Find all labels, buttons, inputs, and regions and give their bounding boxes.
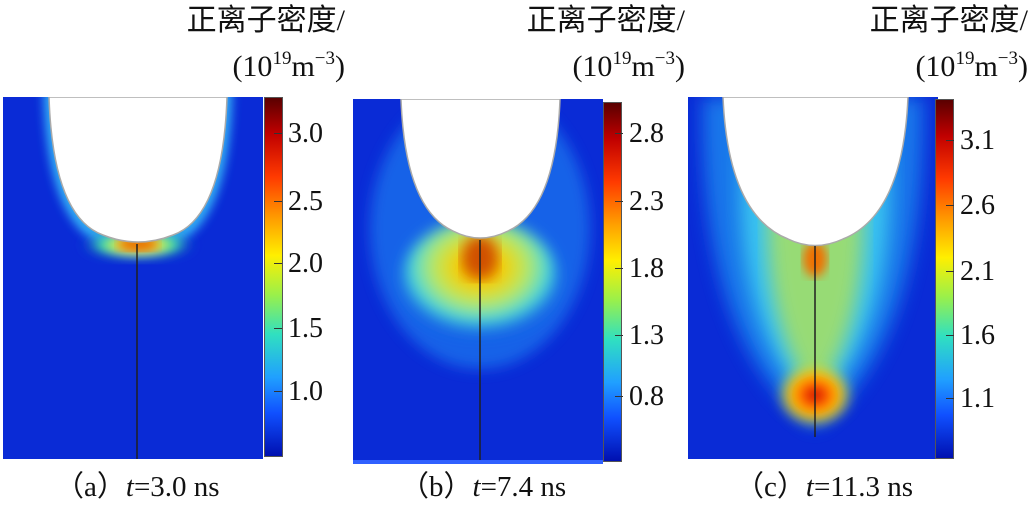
- tick-label: 2.0: [274, 248, 323, 279]
- tick-label: 1.1: [946, 383, 995, 414]
- tick-label: 3.1: [946, 125, 995, 156]
- panel-a: 正离子密度/ (1019m−3) 3.0 2.5 2.0 1.5 1.0 （a）…: [0, 0, 345, 505]
- colorbar-title-a: 正离子密度/ (1019m−3): [186, 4, 345, 83]
- tick-label: 1.0: [274, 376, 323, 407]
- panel-b: 正离子密度/ (1019m−3) 2.8 2.3 1.8 1.3 0.8 （b）…: [345, 0, 685, 505]
- colorbar-c: [935, 99, 954, 459]
- caption-b: （b）t=7.4 ns: [400, 471, 567, 503]
- tick-label: 1.5: [274, 313, 323, 344]
- tick-label: 3.0: [274, 118, 323, 149]
- tick-label: 1.6: [946, 320, 995, 351]
- caption-c: （c）t=11.3 ns: [735, 471, 914, 503]
- colorbar-b: [603, 102, 622, 462]
- tick-label: 1.3: [615, 320, 664, 351]
- caption-a: （a）t=3.0 ns: [55, 471, 220, 503]
- tick-label: 2.1: [946, 256, 995, 287]
- density-plot-c: [688, 97, 938, 459]
- tick-label: 2.6: [946, 190, 995, 221]
- tick-label: 2.5: [274, 186, 323, 217]
- colorbar-title-c: 正离子密度/ (1019m−3): [869, 4, 1028, 83]
- tick-label: 2.8: [615, 118, 664, 149]
- density-plot-b: [353, 99, 603, 464]
- tick-label: 1.8: [615, 253, 664, 284]
- tick-label: 2.3: [615, 186, 664, 217]
- tick-label: 0.8: [615, 381, 664, 412]
- colorbar-title-b: 正离子密度/ (1019m−3): [526, 4, 685, 83]
- colorbar-a: [264, 97, 283, 457]
- density-plot-a: [3, 97, 263, 459]
- panel-c: 正离子密度/ (1019m−3) 3.1 2.6 2.1 1.6 1.1 （c）…: [685, 0, 1028, 505]
